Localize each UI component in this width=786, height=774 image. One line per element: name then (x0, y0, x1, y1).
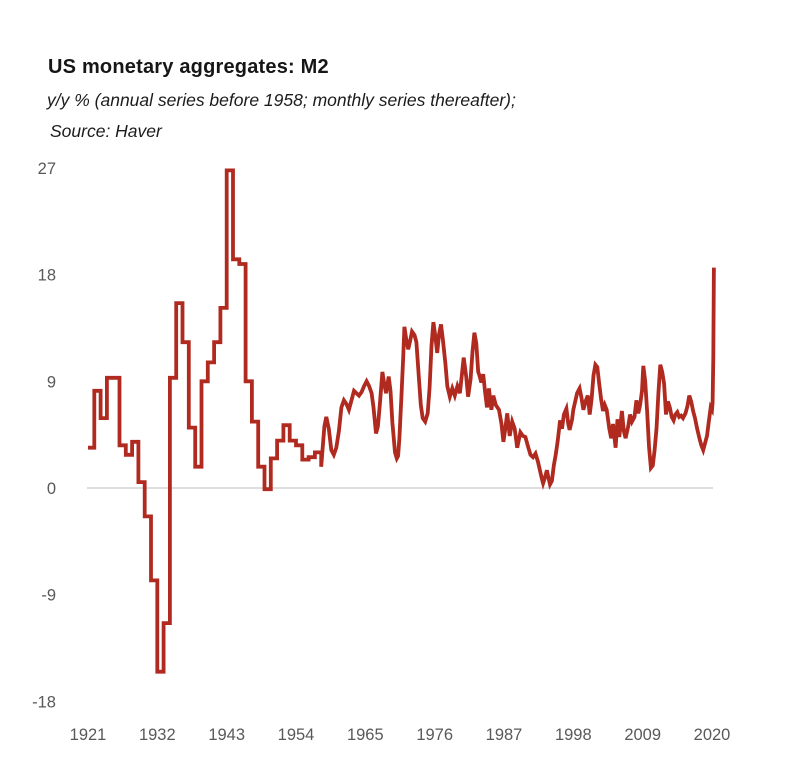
x-tick-label: 2020 (694, 726, 731, 744)
x-tick-label: 1976 (416, 726, 453, 744)
m2-series-line (88, 168, 716, 674)
x-tick-label: 1998 (555, 726, 592, 744)
y-tick-label: 18 (38, 267, 56, 285)
y-tick-label: -9 (41, 587, 56, 605)
x-axis-labels: 1921 1932 1943 1954 1965 1976 1987 1998 2009 2020 (70, 726, 731, 744)
chart-source: Source: Haver (50, 121, 162, 141)
x-tick-label: 1932 (139, 726, 176, 744)
y-axis-labels: 27 18 9 0 -9 -18 (32, 160, 56, 711)
y-tick-label: 9 (47, 373, 56, 391)
x-tick-label: 1921 (70, 726, 107, 744)
chart-subtitle: y/y % (annual series before 1958; monthl… (47, 90, 516, 110)
x-tick-label: 1965 (347, 726, 384, 744)
x-tick-label: 1943 (208, 726, 245, 744)
chart-title: US monetary aggregates: M2 (48, 56, 329, 78)
y-tick-label: -18 (32, 693, 56, 711)
x-tick-label: 1987 (486, 726, 523, 744)
x-tick-label: 2009 (624, 726, 661, 744)
y-tick-label: 27 (38, 160, 56, 178)
x-tick-label: 1954 (278, 726, 315, 744)
y-tick-label: 0 (47, 480, 56, 498)
